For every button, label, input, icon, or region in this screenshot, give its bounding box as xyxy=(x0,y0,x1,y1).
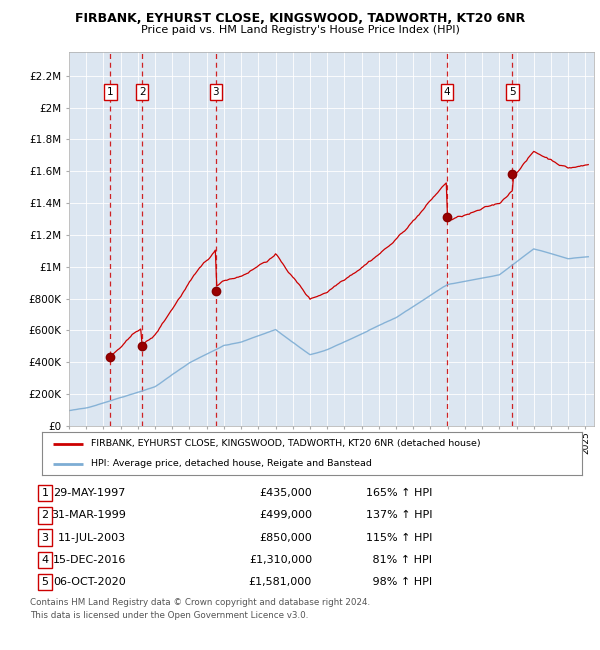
Text: FIRBANK, EYHURST CLOSE, KINGSWOOD, TADWORTH, KT20 6NR (detached house): FIRBANK, EYHURST CLOSE, KINGSWOOD, TADWO… xyxy=(91,439,480,448)
Text: FIRBANK, EYHURST CLOSE, KINGSWOOD, TADWORTH, KT20 6NR: FIRBANK, EYHURST CLOSE, KINGSWOOD, TADWO… xyxy=(75,12,525,25)
Text: 29-MAY-1997: 29-MAY-1997 xyxy=(53,488,126,499)
Text: This data is licensed under the Open Government Licence v3.0.: This data is licensed under the Open Gov… xyxy=(30,611,308,620)
Text: 2: 2 xyxy=(139,86,145,97)
Text: Price paid vs. HM Land Registry's House Price Index (HPI): Price paid vs. HM Land Registry's House … xyxy=(140,25,460,34)
Text: £435,000: £435,000 xyxy=(259,488,312,499)
Text: HPI: Average price, detached house, Reigate and Banstead: HPI: Average price, detached house, Reig… xyxy=(91,460,371,469)
Text: 4: 4 xyxy=(443,86,451,97)
Text: 165% ↑ HPI: 165% ↑ HPI xyxy=(365,488,432,499)
Text: 3: 3 xyxy=(41,532,49,543)
Text: Contains HM Land Registry data © Crown copyright and database right 2024.: Contains HM Land Registry data © Crown c… xyxy=(30,598,370,607)
Text: 06-OCT-2020: 06-OCT-2020 xyxy=(53,577,126,587)
Text: 31-MAR-1999: 31-MAR-1999 xyxy=(51,510,126,521)
Text: 5: 5 xyxy=(509,86,516,97)
Text: 1: 1 xyxy=(107,86,114,97)
Text: 5: 5 xyxy=(41,577,49,587)
Text: £1,581,000: £1,581,000 xyxy=(249,577,312,587)
Text: £499,000: £499,000 xyxy=(259,510,312,521)
Text: 137% ↑ HPI: 137% ↑ HPI xyxy=(365,510,432,521)
Text: 3: 3 xyxy=(212,86,219,97)
Text: 81% ↑ HPI: 81% ↑ HPI xyxy=(369,554,432,565)
Text: 1: 1 xyxy=(41,488,49,499)
Text: £1,310,000: £1,310,000 xyxy=(249,554,312,565)
Text: 115% ↑ HPI: 115% ↑ HPI xyxy=(365,532,432,543)
Text: £850,000: £850,000 xyxy=(259,532,312,543)
Text: 15-DEC-2016: 15-DEC-2016 xyxy=(53,554,126,565)
Text: 11-JUL-2003: 11-JUL-2003 xyxy=(58,532,126,543)
Text: 98% ↑ HPI: 98% ↑ HPI xyxy=(369,577,432,587)
Text: 2: 2 xyxy=(41,510,49,521)
Text: 4: 4 xyxy=(41,554,49,565)
